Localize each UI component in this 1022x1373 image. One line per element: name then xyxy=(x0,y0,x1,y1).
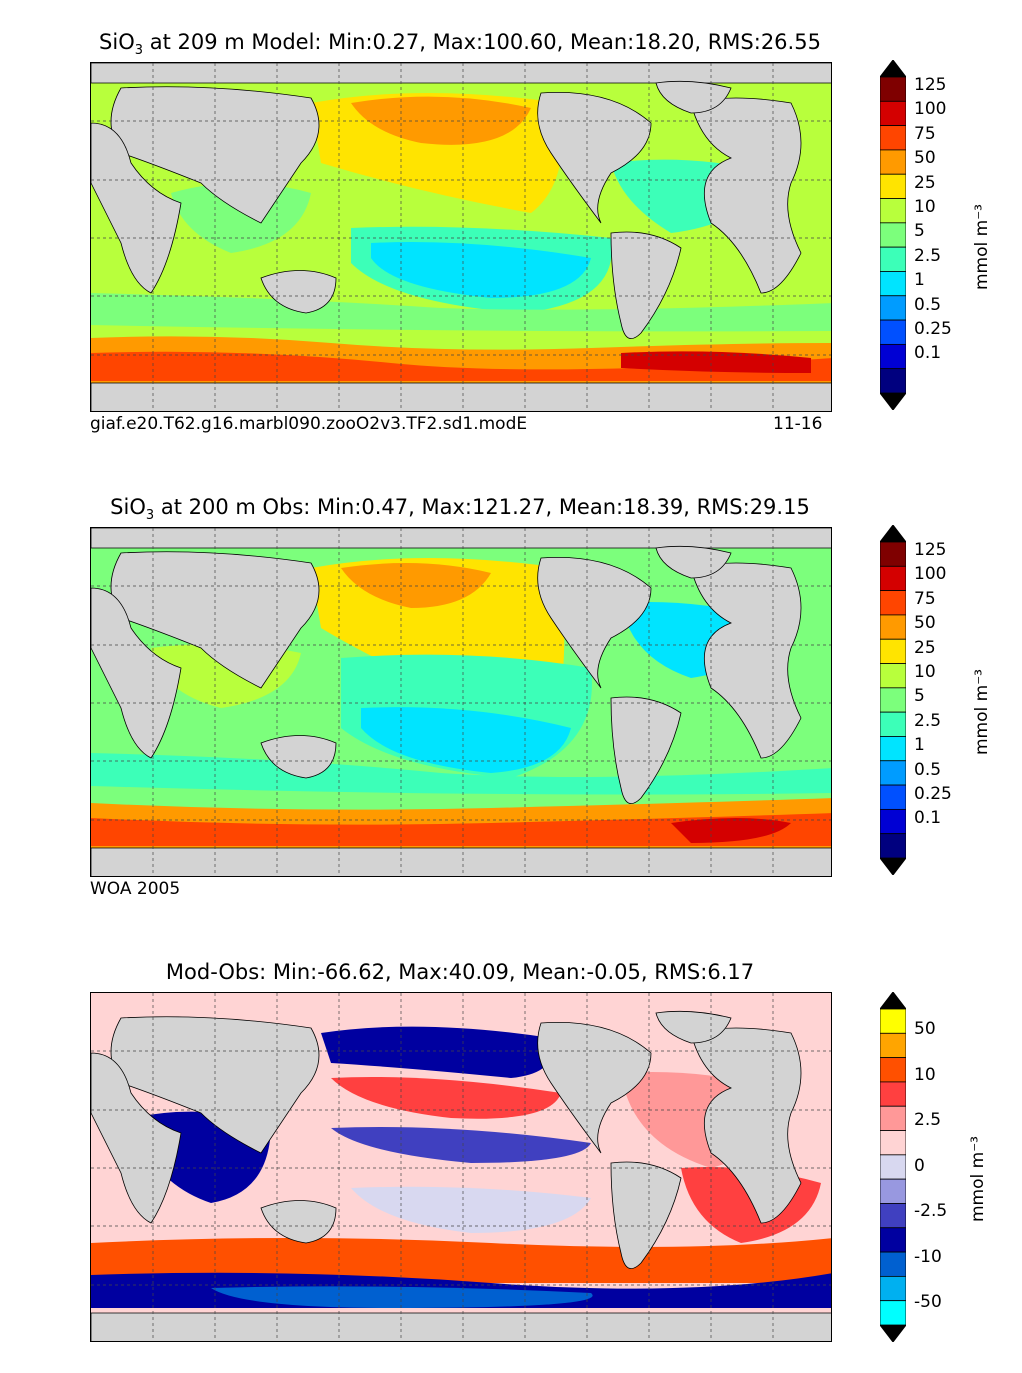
colorbar-cell xyxy=(880,1130,906,1156)
colorbar-cell xyxy=(880,687,906,713)
panel2-colorbar-svg xyxy=(880,525,906,875)
colorbar-cell xyxy=(880,711,906,737)
colorbar-cell xyxy=(880,663,906,689)
colorbar-tick-label: -50 xyxy=(914,1292,942,1312)
panel3-map xyxy=(90,992,832,1342)
panel1-map xyxy=(90,62,832,412)
colorbar-cell xyxy=(880,614,906,640)
colorbar-tick-label: 100 xyxy=(914,564,947,585)
colorbar-cell xyxy=(880,1154,906,1180)
panel1-caption-left: giaf.e20.T62.g16.marbl090.zooO2v3.TF2.sd… xyxy=(90,414,528,434)
colorbar-tick-label: 5 xyxy=(914,686,925,707)
panel1-caption-right: 11-16 xyxy=(773,414,823,434)
colorbar-cell xyxy=(880,808,906,835)
panel1-colorbar-svg xyxy=(880,60,906,410)
panel3-colorbar-bottom-arrow xyxy=(880,1324,906,1342)
colorbar-cell xyxy=(880,541,906,567)
colorbar-cell xyxy=(880,1227,906,1253)
colorbar-tick-label: 2.5 xyxy=(914,1110,942,1130)
colorbar-cell xyxy=(880,736,906,762)
colorbar-tick-label: 75 xyxy=(914,123,936,144)
colorbar-cell xyxy=(880,368,906,394)
colorbar-tick-label: 5 xyxy=(914,221,925,242)
colorbar-tick-label: 0.25 xyxy=(914,784,952,804)
colorbar-tick-label: 0.5 xyxy=(914,759,942,780)
panel2-title: SiO3 at 200 m Obs: Min:0.47, Max:121.27,… xyxy=(110,495,810,524)
colorbar-cell xyxy=(880,833,906,859)
panel1-map-svg xyxy=(91,63,831,411)
colorbar-tick-label: 0.25 xyxy=(914,319,952,339)
colorbar-tick-label: 10 xyxy=(914,662,936,682)
colorbar-tick-label: 125 xyxy=(914,540,947,560)
colorbar-tick-label: 75 xyxy=(914,588,936,609)
panel3-colorbar-label: mmol m⁻³ xyxy=(968,1136,988,1222)
colorbar-cell xyxy=(880,173,906,199)
panel2-colorbar xyxy=(880,525,906,875)
panel1-colorbar-bottom-arrow xyxy=(880,392,906,410)
panel1-title: SiO3 at 209 m Model: Min:0.27, Max:100.6… xyxy=(99,30,821,59)
colorbar-cell xyxy=(880,271,906,297)
panel3-colorbar-top-arrow xyxy=(880,992,906,1010)
colorbar-tick-label: 0.1 xyxy=(914,808,942,829)
colorbar-cell xyxy=(880,222,906,248)
panel2-colorbar-top-arrow xyxy=(880,525,906,543)
colorbar-cell xyxy=(880,590,906,616)
colorbar-cell xyxy=(880,1300,906,1326)
colorbar-tick-label: 0 xyxy=(914,1155,925,1176)
colorbar-cell xyxy=(880,1032,906,1059)
panel2-map xyxy=(90,527,832,877)
colorbar-cell xyxy=(880,149,906,175)
colorbar-tick-label: 10 xyxy=(914,1064,936,1085)
colorbar-cell xyxy=(880,319,906,345)
panel1-colorbar xyxy=(880,60,906,410)
panel3-colorbar-svg xyxy=(880,992,906,1342)
colorbar-cell xyxy=(880,343,906,370)
colorbar-cell xyxy=(880,760,906,786)
panel3-title: Mod-Obs: Min:-66.62, Max:40.09, Mean:-0.… xyxy=(165,960,755,984)
colorbar-tick-label: 125 xyxy=(914,75,947,95)
colorbar-tick-label: 2.5 xyxy=(914,245,942,266)
colorbar-tick-label: -10 xyxy=(914,1246,942,1267)
panel2-colorbar-bottom-arrow xyxy=(880,857,906,875)
panel2-colorbar-label: mmol m⁻³ xyxy=(972,669,992,755)
colorbar-tick-label: 10 xyxy=(914,197,936,217)
colorbar-cell xyxy=(880,565,906,592)
colorbar-cell xyxy=(880,76,906,102)
colorbar-tick-label: 100 xyxy=(914,99,947,120)
colorbar-cell xyxy=(880,1178,906,1204)
colorbar-cell xyxy=(880,295,906,321)
colorbar-cell xyxy=(880,1057,906,1083)
colorbar-tick-label: 1 xyxy=(914,270,925,291)
colorbar-cell xyxy=(880,638,906,664)
colorbar-tick-label: 0.1 xyxy=(914,343,942,364)
colorbar-tick-label: 0.5 xyxy=(914,294,942,315)
panel1-colorbar-label: mmol m⁻³ xyxy=(972,204,992,290)
colorbar-tick-label: 50 xyxy=(914,1019,936,1039)
colorbar-cell xyxy=(880,1203,906,1229)
colorbar-cell xyxy=(880,1251,906,1277)
colorbar-cell xyxy=(880,1081,906,1107)
colorbar-tick-label: 2.5 xyxy=(914,710,942,731)
colorbar-cell xyxy=(880,125,906,151)
colorbar-tick-label: 50 xyxy=(914,148,936,169)
panel3-colorbar xyxy=(880,992,906,1342)
colorbar-cell xyxy=(880,100,906,127)
colorbar-tick-label: 25 xyxy=(914,637,936,658)
colorbar-cell xyxy=(880,1275,906,1302)
colorbar-tick-label: 1 xyxy=(914,735,925,756)
panel2-map-svg xyxy=(91,528,831,876)
colorbar-tick-label: 25 xyxy=(914,172,936,193)
panel2-caption-left: WOA 2005 xyxy=(90,879,181,899)
panel3-map-svg xyxy=(91,993,831,1341)
colorbar-cell xyxy=(880,1008,906,1034)
colorbar-cell xyxy=(880,1105,906,1131)
colorbar-tick-label: -2.5 xyxy=(914,1201,948,1221)
colorbar-cell xyxy=(880,198,906,224)
colorbar-cell xyxy=(880,784,906,810)
colorbar-tick-label: 50 xyxy=(914,613,936,634)
panel1-colorbar-top-arrow xyxy=(880,60,906,78)
colorbar-cell xyxy=(880,246,906,272)
